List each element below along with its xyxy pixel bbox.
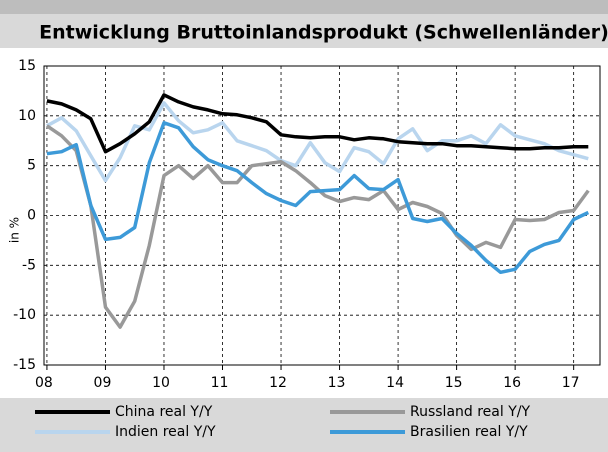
series-line: [45, 124, 590, 329]
x-tick-label: 14: [386, 375, 404, 391]
legend-label: Brasilien real Y/Y: [410, 424, 528, 440]
x-tick-label: 12: [269, 375, 287, 391]
series-line: [46, 121, 590, 275]
y-tick-label: 0: [27, 208, 36, 224]
x-tick-label: 13: [328, 375, 346, 391]
y-tick-label: 10: [18, 108, 36, 124]
plot-frame: [43, 65, 601, 366]
series-line: [46, 101, 589, 183]
x-tick-label: 16: [503, 375, 521, 391]
x-tick-label: 15: [445, 375, 463, 391]
x-tick-label: 08: [35, 375, 53, 391]
x-tick-label: 17: [562, 375, 580, 391]
series-line: [46, 93, 589, 154]
y-tick-label: -5: [22, 257, 36, 273]
legend-label: Indien real Y/Y: [115, 424, 216, 440]
y-tick-label: -15: [13, 357, 36, 373]
y-tick-label: -10: [13, 307, 36, 323]
y-tick-label: 5: [27, 158, 36, 174]
x-tick-label: 10: [152, 375, 170, 391]
y-axis-label: in %: [8, 217, 22, 243]
legend-label: China real Y/Y: [115, 404, 213, 420]
x-tick-label: 09: [94, 375, 112, 391]
y-tick-label: 15: [18, 58, 36, 74]
title-bar-top: [0, 0, 608, 14]
x-tick-label: 11: [211, 375, 229, 391]
legend-label: Russland real Y/Y: [410, 404, 530, 420]
chart-title: Entwicklung Bruttoinlandsprodukt (Schwel…: [39, 22, 608, 44]
legend-bar: [0, 398, 608, 452]
